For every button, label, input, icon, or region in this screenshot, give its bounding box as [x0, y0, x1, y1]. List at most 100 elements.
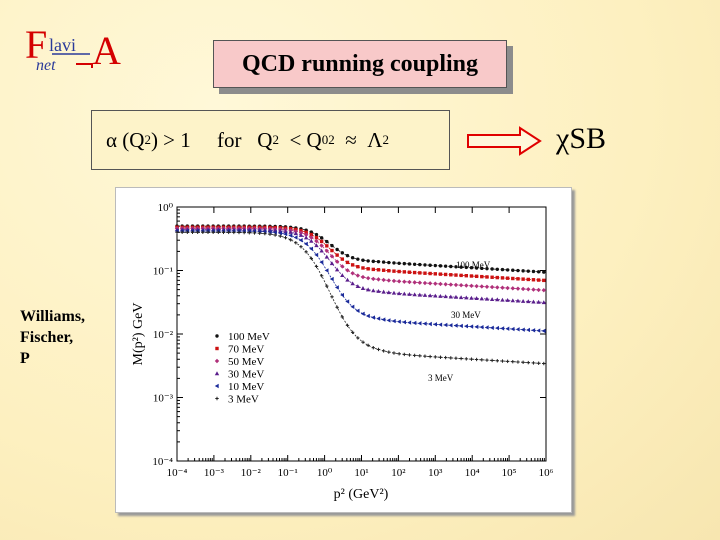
x-axis-label: p² (GeV²)	[334, 487, 389, 502]
data-point	[485, 275, 489, 279]
data-point	[387, 269, 391, 273]
data-point	[505, 298, 510, 302]
data-point	[526, 299, 531, 304]
data-point	[345, 260, 350, 265]
data-point	[214, 358, 220, 364]
data-point	[334, 267, 340, 272]
formula-lt: < Q	[289, 127, 322, 152]
data-point	[443, 264, 448, 268]
data-point	[391, 318, 396, 324]
data-point	[366, 259, 370, 263]
series-3-mev	[175, 230, 547, 366]
formula-alpha: α	[106, 127, 118, 152]
plot-area	[176, 206, 547, 462]
data-point	[325, 244, 329, 248]
data-point	[330, 248, 334, 253]
data-point	[474, 324, 479, 330]
data-point	[458, 323, 463, 329]
data-point	[340, 251, 345, 255]
x-tick-label: 10¹	[354, 467, 368, 479]
data-point	[309, 235, 314, 240]
data-point	[515, 298, 521, 303]
data-point	[469, 274, 474, 278]
legend-item: 10 MeV	[214, 381, 264, 393]
data-point	[396, 319, 401, 324]
data-point	[443, 294, 448, 299]
data-point	[309, 238, 314, 243]
data-point	[345, 268, 350, 273]
data-point	[376, 316, 381, 321]
data-point	[319, 236, 324, 240]
data-point	[376, 277, 381, 282]
data-point	[428, 263, 432, 267]
credit-line-2: Fischer,	[20, 329, 74, 346]
data-point	[531, 328, 536, 333]
data-point	[469, 324, 474, 329]
data-point	[495, 267, 499, 271]
data-point	[449, 264, 453, 269]
data-point	[520, 327, 525, 332]
data-point	[469, 283, 474, 289]
x-tick-label: 10⁻²	[241, 467, 262, 479]
data-point	[480, 274, 484, 279]
x-tick-label: 10³	[428, 467, 443, 479]
data-point	[386, 290, 392, 295]
slide-title-text: QCD running coupling	[241, 50, 479, 77]
data-point	[511, 268, 515, 272]
logo-lavi: lavi	[49, 35, 76, 55]
data-point	[392, 261, 396, 265]
data-point	[433, 322, 437, 327]
data-point	[365, 287, 371, 292]
data-point	[330, 243, 334, 248]
author-credit: Williams, Fischer, P	[20, 306, 85, 369]
data-point	[272, 230, 277, 235]
formula-lambda-exp: 2	[382, 132, 389, 147]
data-point	[427, 293, 433, 298]
data-point	[417, 292, 423, 297]
data-point	[453, 282, 459, 288]
data-point	[505, 326, 510, 331]
data-point	[484, 325, 489, 330]
data-point	[407, 320, 412, 325]
data-point	[541, 300, 546, 305]
data-point	[304, 230, 308, 234]
data-point	[511, 276, 515, 281]
data-point	[309, 232, 314, 237]
data-point	[412, 262, 417, 266]
formula-Q0-exp: 2	[328, 132, 335, 147]
slide-title: QCD running coupling	[213, 40, 507, 88]
data-point	[214, 371, 220, 376]
data-point	[319, 248, 324, 253]
formula-lambda: Λ	[367, 127, 383, 152]
data-point	[314, 252, 319, 258]
data-point	[443, 322, 448, 328]
data-point	[335, 247, 339, 252]
annotation-100mev: 100 MeV	[456, 260, 491, 270]
data-point	[391, 290, 397, 295]
data-point	[515, 327, 520, 332]
data-point	[324, 254, 330, 259]
data-point	[536, 270, 541, 274]
data-point	[536, 299, 541, 304]
data-point	[288, 233, 293, 238]
data-point	[443, 282, 448, 287]
data-point	[345, 299, 350, 304]
data-point	[500, 267, 505, 272]
data-point	[340, 292, 345, 298]
data-point	[464, 274, 468, 278]
data-point	[350, 271, 355, 276]
data-point	[453, 323, 458, 328]
data-point	[505, 268, 510, 272]
chiral-symmetry-breaking-label: χSB	[556, 122, 607, 155]
data-point	[443, 272, 448, 277]
data-point	[448, 282, 453, 287]
data-point	[402, 319, 407, 325]
data-point	[422, 293, 428, 297]
formula-Q-exp: 2	[272, 132, 279, 147]
series-10-mev	[174, 228, 547, 334]
data-point	[474, 283, 479, 289]
data-point	[387, 260, 391, 265]
data-point	[360, 311, 365, 316]
data-point	[386, 278, 392, 283]
flavianet-logo: F lavi net A	[25, 22, 121, 74]
